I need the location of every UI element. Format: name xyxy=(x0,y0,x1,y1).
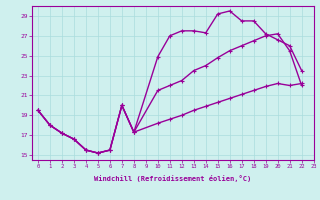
X-axis label: Windchill (Refroidissement éolien,°C): Windchill (Refroidissement éolien,°C) xyxy=(94,175,252,182)
